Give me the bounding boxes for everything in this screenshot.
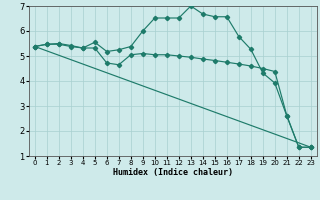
X-axis label: Humidex (Indice chaleur): Humidex (Indice chaleur): [113, 168, 233, 177]
